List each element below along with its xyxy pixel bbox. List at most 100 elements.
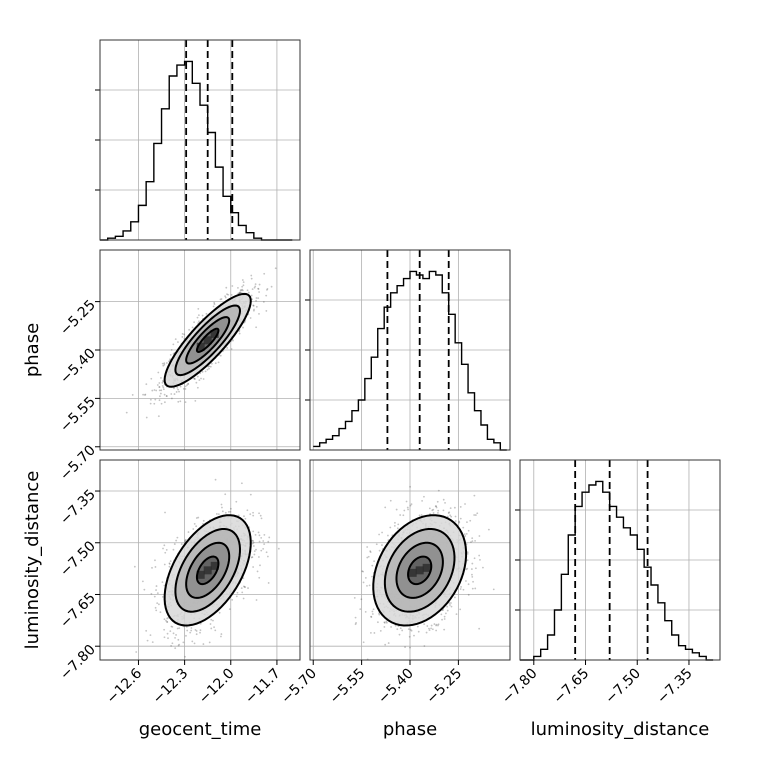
density-cell [196, 570, 205, 579]
scatter-point [184, 401, 187, 404]
scatter-point [435, 629, 438, 632]
scatter-point [191, 326, 194, 329]
scatter-point [158, 399, 161, 402]
scatter-point [146, 639, 149, 642]
scatter-point [215, 513, 218, 515]
scatter-point [150, 592, 153, 595]
scatter-point [162, 364, 165, 367]
scatter-point [449, 507, 452, 510]
scatter-point [255, 299, 257, 302]
scatter-point [226, 293, 228, 296]
scatter-point [471, 573, 473, 576]
scatter-point [242, 284, 245, 287]
scatter-point [176, 627, 179, 630]
scatter-point [274, 267, 277, 270]
x-tick-label: −12.0 [196, 666, 238, 708]
y-tick-label: −5.40 [57, 346, 99, 388]
scatter-point [252, 514, 255, 517]
scatter-point [249, 493, 252, 496]
scatter-point [466, 552, 469, 555]
scatter-point [443, 615, 446, 618]
scatter-point [387, 534, 389, 537]
scatter-point [260, 517, 263, 520]
x-tick-label: −5.70 [278, 666, 320, 708]
density-cell [196, 342, 205, 351]
scatter-point [371, 613, 374, 615]
scatter-point [162, 547, 164, 550]
scatter-point [409, 485, 411, 488]
scatter-point [396, 527, 399, 530]
scatter-point [182, 641, 185, 644]
x-tick-label: −7.35 [654, 666, 696, 708]
scatter-point [179, 385, 182, 388]
scatter-point [467, 529, 470, 532]
scatter-point [186, 629, 189, 632]
scatter-point [191, 640, 194, 643]
scatter-point [266, 288, 269, 290]
scatter-point [165, 362, 168, 364]
scatter-point [229, 510, 232, 513]
scatter-point [473, 557, 476, 560]
scatter-point [360, 598, 363, 601]
scatter-point [401, 629, 404, 632]
scatter-point [376, 621, 379, 624]
scatter-point [364, 577, 367, 579]
x-tick-label: −5.25 [424, 666, 466, 708]
scatter-point [175, 634, 177, 636]
scatter-point [131, 394, 134, 396]
scatter-point [435, 506, 438, 509]
scatter-point [263, 272, 266, 275]
scatter-point [190, 629, 193, 632]
scatter-point [196, 386, 199, 389]
y-tick-label: −7.35 [57, 487, 99, 529]
scatter-point [257, 287, 260, 290]
scatter-point [387, 642, 390, 644]
scatter-point [471, 537, 474, 540]
scatter-point [161, 581, 164, 584]
scatter-point [359, 608, 362, 610]
contour-line [372, 514, 468, 627]
scatter-point [195, 381, 198, 384]
scatter-point [160, 377, 162, 379]
scatter-point [383, 621, 386, 624]
y-axis-label-luminosity_distance: luminosity_distance [22, 471, 43, 650]
scatter-point [158, 603, 160, 606]
scatter-point [184, 385, 187, 388]
scatter-point [466, 567, 469, 570]
scatter-point [471, 575, 474, 578]
scatter-point [255, 297, 258, 299]
scatter-point [378, 612, 380, 615]
scatter-point [402, 514, 405, 517]
scatter-point [195, 517, 198, 519]
scatter-point [178, 627, 181, 630]
scatter-point [242, 289, 244, 292]
scatter-point [375, 543, 378, 546]
scatter-point [159, 392, 162, 395]
scatter-point [255, 548, 257, 551]
scatter-point [224, 296, 227, 299]
scatter-point [250, 294, 253, 297]
scatter-point [252, 541, 255, 544]
scatter-point [224, 511, 227, 514]
scatter-point [467, 583, 470, 586]
scatter-point [202, 378, 205, 380]
scatter-point [238, 332, 241, 335]
scatter-point [208, 365, 211, 368]
scatter-point [252, 545, 255, 547]
contour-line [163, 514, 252, 627]
scatter-point [197, 314, 200, 317]
scatter-point [158, 389, 161, 392]
scatter-point [266, 555, 269, 558]
scatter-point [176, 536, 179, 539]
scatter-point [370, 615, 372, 618]
scatter-point [195, 525, 198, 528]
scatter-point [218, 611, 221, 614]
scatter-point [193, 321, 195, 324]
contour-line [185, 541, 231, 599]
scatter-point [166, 620, 169, 623]
scatter-point [267, 582, 270, 584]
scatter-point [243, 515, 245, 518]
scatter-point [355, 622, 357, 624]
scatter-point [151, 389, 154, 392]
scatter-point [144, 393, 147, 396]
